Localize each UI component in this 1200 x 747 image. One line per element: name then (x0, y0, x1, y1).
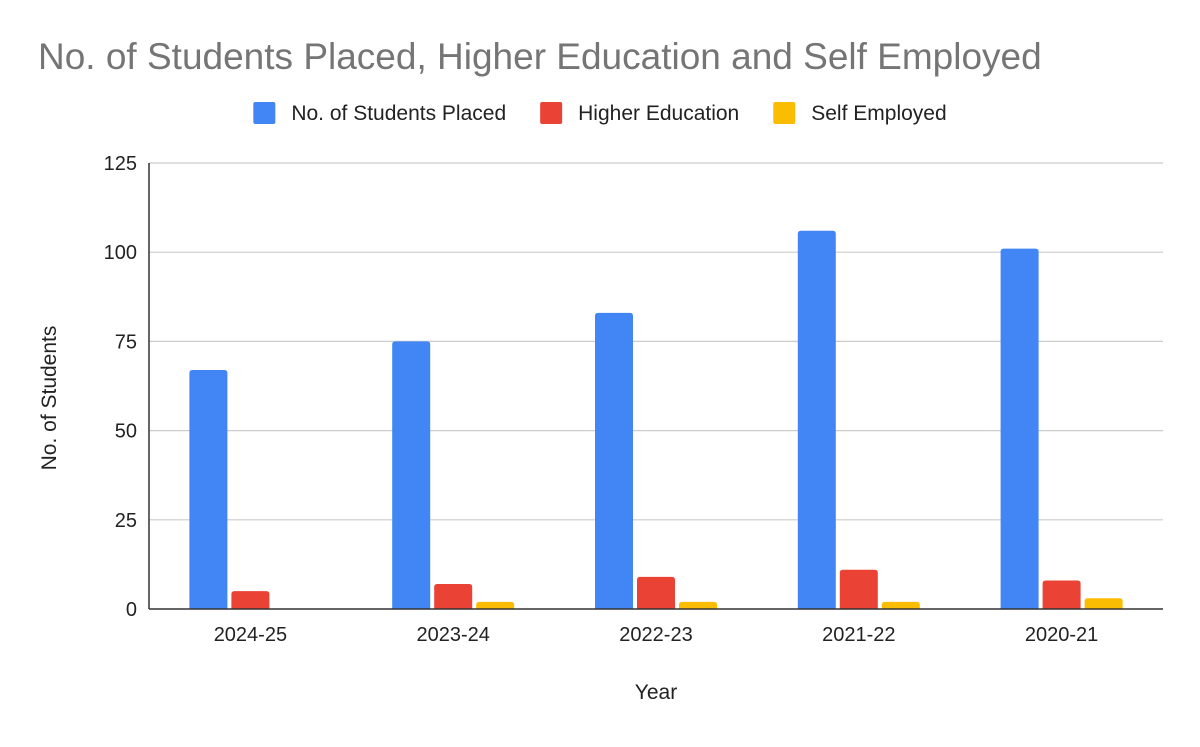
bar (637, 576, 675, 609)
x-tick-label: 2021-22 (822, 624, 895, 646)
bars (189, 230, 1123, 610)
bar (1042, 580, 1081, 609)
bar (1084, 598, 1123, 609)
legend: No. of Students Placed Higher Education Se… (253, 102, 947, 125)
legend-label: No. of Students Placed (291, 102, 506, 125)
bar (1000, 248, 1039, 609)
bar (392, 341, 431, 609)
x-tick-label: 2022-23 (619, 624, 692, 646)
x-tick-label: 2023-24 (416, 624, 489, 646)
y-tick-label: 125 (104, 153, 137, 175)
bar (476, 601, 515, 609)
x-axis-label: Year (635, 681, 677, 704)
bar (189, 369, 228, 609)
bar (797, 230, 836, 610)
y-tick-label: 100 (104, 242, 137, 264)
bar (434, 584, 473, 609)
y-axis-ticks: 0 25 50 75 100 125 (104, 153, 137, 621)
chart-title: No. of Students Placed, Higher Education… (38, 36, 1042, 77)
bar (595, 312, 633, 609)
y-tick-label: 50 (115, 421, 137, 443)
gridlines (149, 162, 1163, 521)
y-tick-label: 75 (115, 331, 137, 353)
legend-label: Higher Education (578, 102, 739, 125)
y-axis-label: No. of Students (38, 326, 61, 471)
x-tick-label: 2020-21 (1025, 624, 1098, 646)
y-tick-label: 25 (115, 510, 137, 532)
y-tick-label: 0 (126, 599, 137, 621)
x-axis-ticks: 2024-25 2023-24 2022-23 2021-22 2020-21 (214, 624, 1099, 646)
x-tick-label: 2024-25 (214, 624, 287, 646)
legend-swatch (540, 102, 563, 124)
bar (231, 591, 270, 609)
bar (839, 569, 878, 609)
bar (679, 601, 717, 609)
legend-label: Self Employed (811, 102, 946, 125)
legend-swatch (253, 102, 276, 124)
legend-swatch (773, 102, 796, 124)
bar (881, 601, 920, 609)
